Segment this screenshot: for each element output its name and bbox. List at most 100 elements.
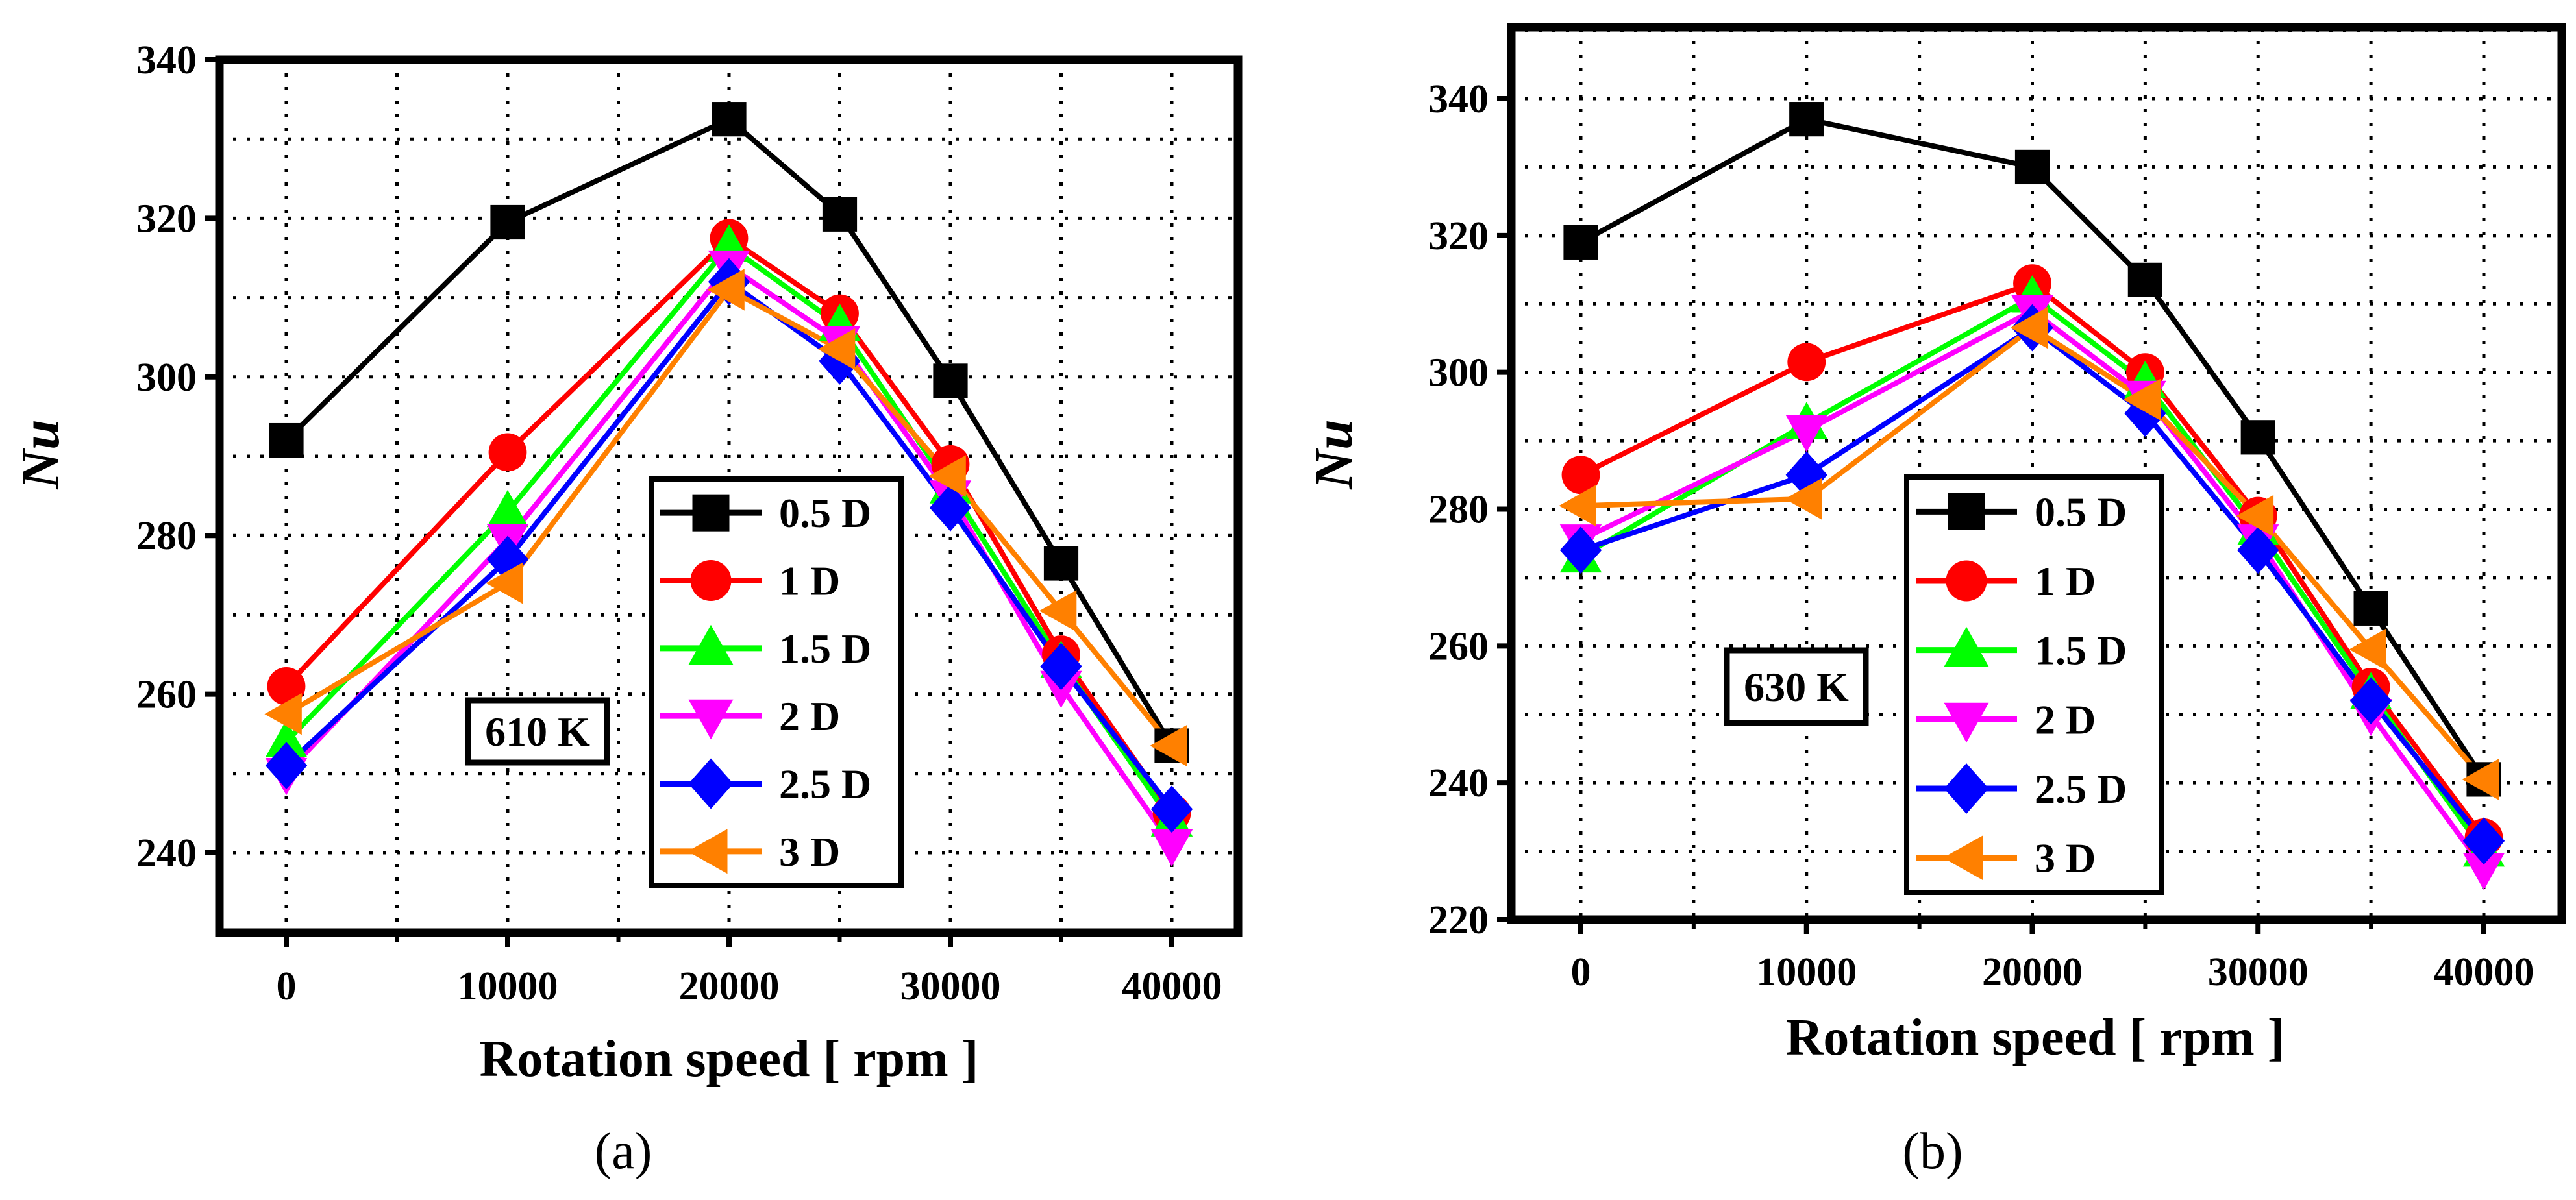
legend-label: 0.5 D [2035,489,2127,535]
y-tick-label: 260 [136,673,197,717]
x-tick-label: 20000 [1982,950,2083,994]
data-point [2236,495,2274,537]
legend-swatch-marker [688,699,734,740]
data-point [1785,415,1827,452]
y-tick-label: 300 [1428,351,1489,395]
data-point [269,422,304,458]
y-tick-label: 340 [136,38,197,82]
legend-label: 0.5 D [779,490,871,536]
legend-label: 2.5 D [779,761,871,807]
y-tick-label: 340 [1428,77,1489,121]
panel-label: (b) [1902,1123,1963,1180]
chart-panel-1: 0 10000 20000 30000 40000 240 260 280 300 320 340 R… [10,38,1243,1180]
annotation-box [465,697,610,766]
x-tick-label: 40000 [2434,950,2534,994]
data-point [1040,643,1082,691]
legend-item: 1.5 D [660,624,871,672]
legend-label: 3 D [779,829,840,875]
data-point [2014,149,2050,185]
data-point [2127,262,2162,297]
annotation-box [1724,647,1869,726]
y-tick-label: 240 [136,831,197,876]
data-point [1150,785,1193,833]
y-tick-label: 260 [1428,624,1489,668]
data-point [928,455,966,497]
legend-label: 2 D [2035,696,2096,742]
legend-label: 1 D [2035,558,2096,604]
y-axis-label: Nu [10,419,71,489]
legend-item: 0.5 D [660,490,871,536]
data-point [2237,526,2279,574]
data-point [486,489,529,528]
data-point [2240,420,2275,455]
legend-swatch-marker [1944,702,1989,743]
legend-swatch-marker [692,494,730,532]
data-point [1043,546,1079,581]
data-point [1559,526,1602,574]
data-point [817,328,856,371]
legend: 0.5 D 1 D 1.5 D 2 D 2.5 D 3 D [649,476,904,888]
legend-swatch-marker [1948,493,1985,530]
x-tick-label: 0 [277,964,297,1009]
y-tick-label: 220 [1428,898,1489,942]
data-point [1789,102,1824,137]
legend-box [649,476,904,888]
data-point [707,269,745,311]
y-tick-label: 240 [1428,761,1489,805]
data-point [1559,485,1596,527]
series-markers-3-D [264,269,1187,767]
data-point [490,204,525,240]
legend-item: 1 D [660,558,840,604]
legend-item: 1 D [1916,558,2096,604]
data-point [2353,591,2388,626]
data-point [1787,343,1826,382]
legend-swatch-marker [1943,835,1983,881]
legend-item: 3 D [660,829,840,875]
x-tick-label: 30000 [900,964,1001,1009]
legend-swatch-marker [1944,626,1989,667]
x-tick-label: 10000 [1756,950,1857,994]
y-tick-label: 280 [1428,488,1489,532]
data-point [267,667,306,705]
legend-label: 1.5 D [2035,628,2127,674]
annotation-label: 610 K [485,709,590,755]
legend-item: 1.5 D [1916,626,2127,674]
legend-item: 2.5 D [1916,763,2127,814]
legend-label: 1 D [779,558,840,604]
series-markers-3-D [1559,306,2499,801]
legend-item: 2 D [1916,696,2096,742]
data-point [2462,817,2505,865]
legend-label: 2 D [779,693,840,739]
data-point [2010,306,2048,349]
legend-swatch-marker [1944,763,1989,814]
legend-swatch-marker [688,624,734,665]
data-point [486,562,523,604]
panel-label: (a) [595,1123,652,1180]
data-point [1785,478,1822,520]
data-point [1150,829,1193,867]
data-point [488,433,527,472]
x-tick-label: 30000 [2208,950,2309,994]
data-point [1561,456,1600,495]
data-point [1563,225,1598,260]
x-axis-label: Rotation speed [ rpm ] [480,1031,979,1088]
data-point [2349,628,2386,670]
legend-label: 3 D [2035,835,2096,881]
legend-swatch-marker [688,758,734,809]
legend-item: 3 D [1916,835,2096,881]
data-point [2462,758,2499,801]
x-axis-label: Rotation speed [ rpm ] [1786,1009,2285,1066]
x-tick-label: 40000 [1122,964,1222,1009]
legend-swatch-marker [687,829,728,874]
legend-item: 2 D [660,693,840,740]
data-point [2462,853,2505,890]
x-tick-label: 20000 [679,964,780,1009]
data-point [1039,590,1077,632]
y-tick-label: 300 [136,356,197,400]
plot-frame [1507,23,2566,924]
data-point [1150,724,1187,767]
y-axis-label: Nu [1304,419,1364,489]
annotation-label: 630 K [1744,664,1849,710]
